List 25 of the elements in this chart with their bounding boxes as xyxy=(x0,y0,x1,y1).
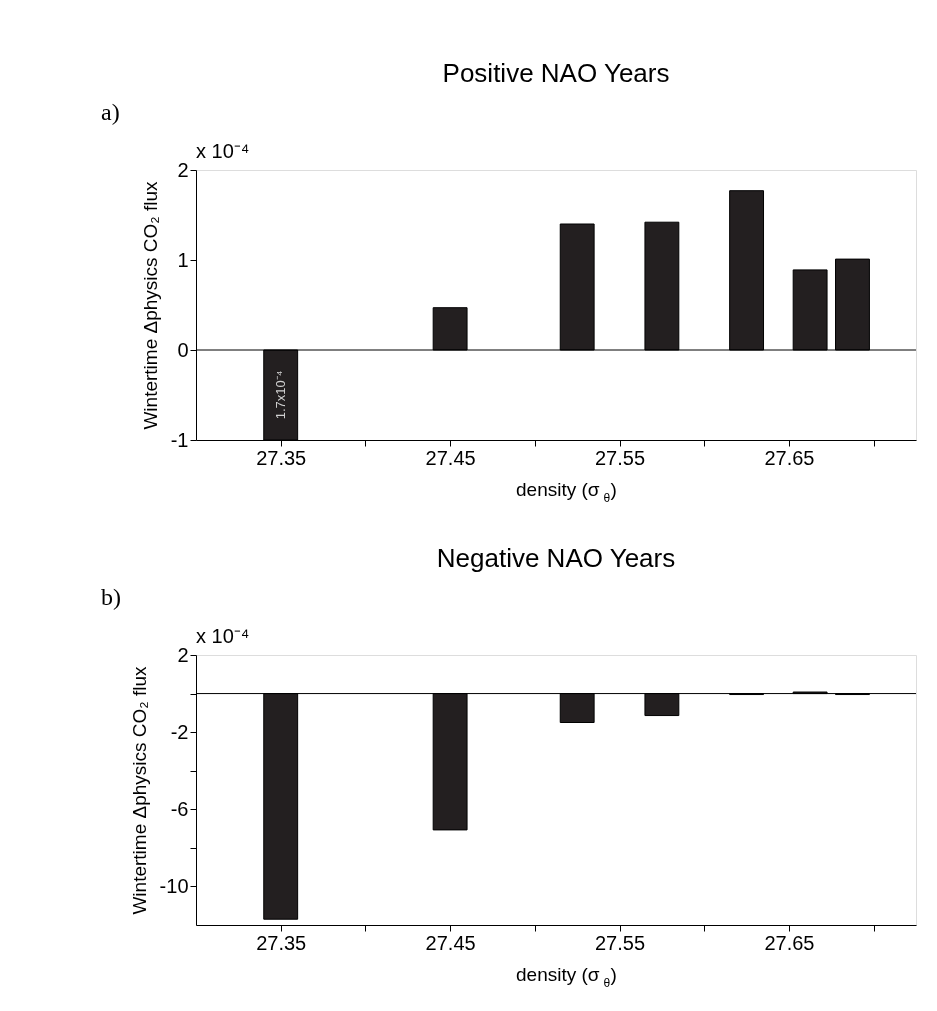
y-tick-label: 2 xyxy=(177,643,189,666)
text: a) xyxy=(101,99,120,125)
x-tick-label: 27.55 xyxy=(595,931,646,954)
y-tick-label: 1 xyxy=(177,248,189,271)
chart-title: Positive NAO Years xyxy=(442,58,670,88)
y-tick-label: 0 xyxy=(177,338,189,361)
annotation: 1.7x10⁻⁴ xyxy=(272,370,288,420)
y-tick-label: -2 xyxy=(170,720,189,743)
y-tick-label: -10 xyxy=(159,874,189,897)
x-tick-label: 27.35 xyxy=(256,931,307,954)
x-tick-label: 27.45 xyxy=(425,446,476,469)
y-tick-label: -1 xyxy=(170,428,189,451)
text: b) xyxy=(101,584,121,610)
y-tick-label: 2 xyxy=(177,158,189,181)
x-tick-label: 27.55 xyxy=(595,446,646,469)
y-axis-title: Wintertime Δphysics CO₂ flux xyxy=(128,665,150,915)
x-tick-label: 27.65 xyxy=(764,931,815,954)
text: x 10⁻⁴ xyxy=(196,140,250,162)
x-tick-label: 27.65 xyxy=(764,446,815,469)
chart-title: Negative NAO Years xyxy=(436,543,676,573)
y-tick-label: -6 xyxy=(170,797,189,820)
text: x 10⁻⁴ xyxy=(196,625,250,647)
x-tick-label: 27.35 xyxy=(256,446,307,469)
y-axis-title: Wintertime Δphysics CO₂ flux xyxy=(139,180,161,430)
x-tick-label: 27.45 xyxy=(425,931,476,954)
